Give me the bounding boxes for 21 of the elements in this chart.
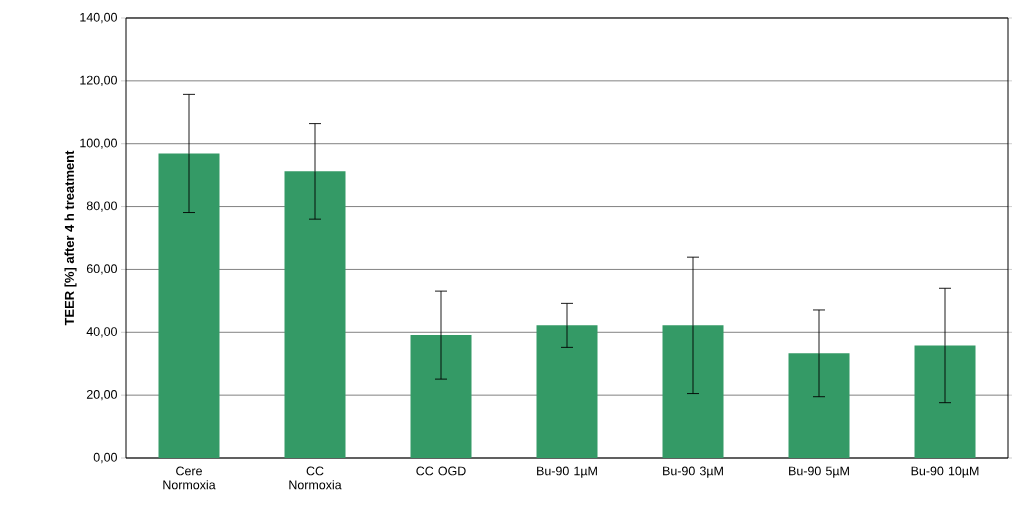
y-axis-title: TEER [%] after 4 h treatment (64, 150, 77, 326)
x-tick-label: Cere Normoxia (163, 466, 216, 490)
y-tick-label: 120,00 (80, 75, 117, 86)
x-tick-label: CC OGD (416, 466, 466, 476)
x-tick-label: CC Normoxia (289, 466, 342, 490)
y-tick-label: 60,00 (86, 264, 117, 275)
y-tick-label: 140,00 (80, 12, 117, 24)
bar (788, 353, 850, 458)
x-tick-label: Bu-90 1µM (537, 466, 597, 478)
x-tick-label: Bu-90 3µM (663, 466, 723, 478)
x-tick-label: Bu-90 5µM (789, 466, 849, 478)
bar (284, 171, 346, 458)
y-tick-label: 0,00 (93, 452, 117, 464)
bar (410, 335, 472, 458)
bar (158, 153, 220, 458)
y-tick-label: 20,00 (86, 390, 117, 401)
y-tick-label: 100,00 (80, 138, 117, 149)
y-tick-label: 40,00 (86, 327, 117, 338)
bar (536, 325, 598, 458)
x-tick-label: Bu-90 10µM (911, 466, 979, 478)
y-tick-label: 80,00 (86, 201, 117, 212)
